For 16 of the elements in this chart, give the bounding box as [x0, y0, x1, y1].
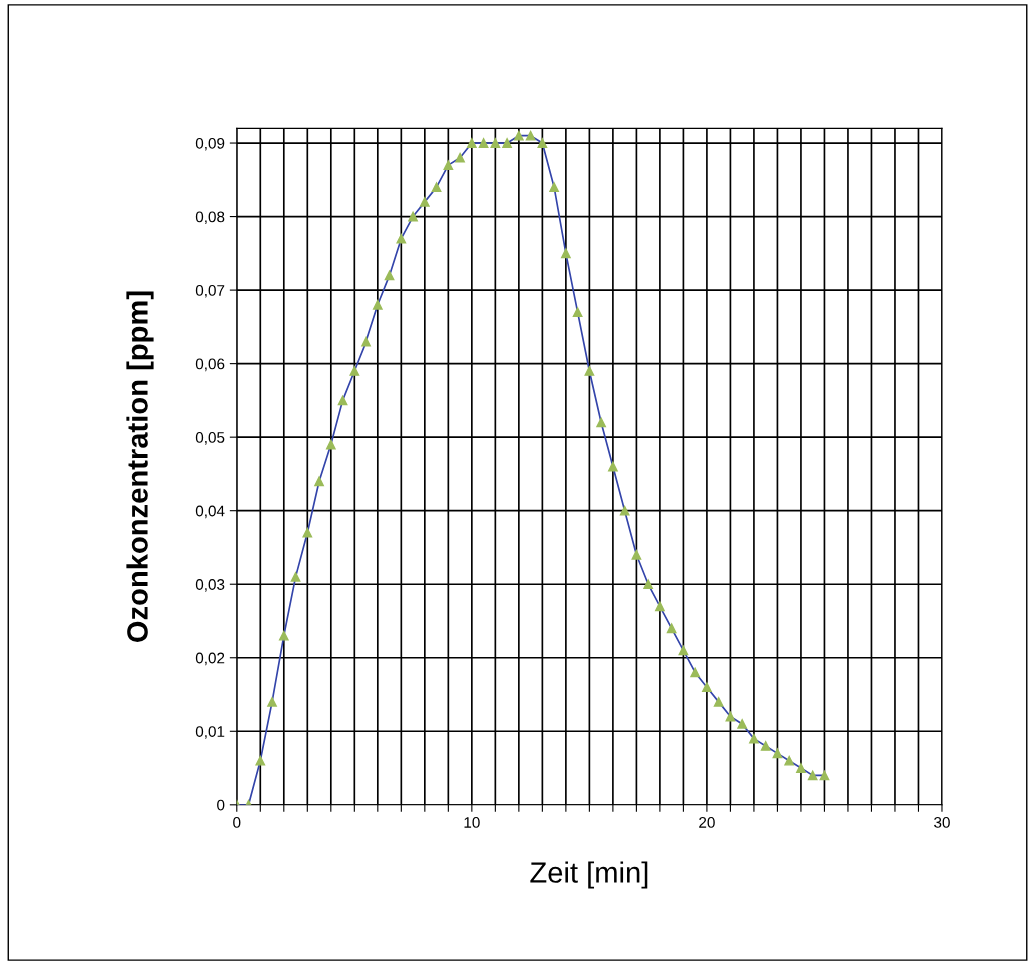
y-tick-label: 0,04	[195, 505, 225, 519]
y-tick-label: 0,09	[195, 137, 225, 151]
x-tick-label: 20	[699, 817, 715, 828]
y-tick-label: 0	[217, 799, 225, 811]
y-tick-label: 0,08	[195, 211, 225, 225]
y-tick-label: 0,03	[195, 579, 225, 592]
y-tick-label: 0,01	[195, 726, 225, 739]
y-axis-title: Ozonkonzentration [ppm]	[126, 291, 154, 642]
x-axis-title: Zeit [min]	[530, 861, 648, 889]
y-tick-label: 0,06	[195, 358, 225, 372]
x-tick-label: 0	[233, 817, 241, 828]
x-tick-label: 30	[934, 817, 950, 828]
y-tick-label: 0,02	[195, 652, 225, 666]
y-tick-label: 0,07	[195, 284, 225, 298]
x-tick-label: 10	[464, 817, 480, 828]
y-tick-label: 0,05	[195, 432, 225, 445]
